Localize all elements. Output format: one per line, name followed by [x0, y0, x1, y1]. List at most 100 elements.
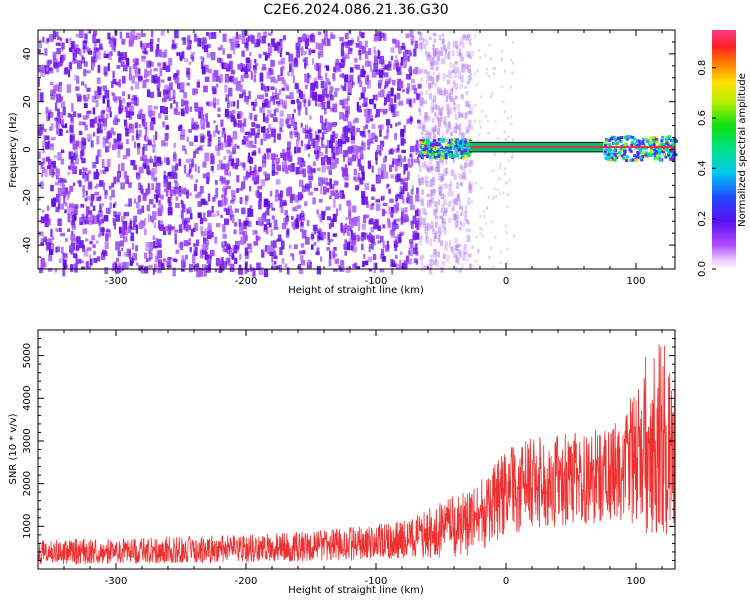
faint-noise-cell	[419, 199, 423, 204]
faint-noise-cell	[484, 114, 487, 118]
faint-noise-cell	[434, 201, 438, 207]
faint-noise-cell	[467, 103, 472, 108]
noise-cell	[399, 259, 402, 268]
noise-cell	[118, 142, 124, 146]
faint-noise-cell	[434, 104, 438, 111]
noise-cell	[64, 260, 67, 269]
x-tick-label: 0	[503, 276, 509, 287]
noise-cell	[394, 111, 400, 117]
carrier-cell	[421, 144, 425, 148]
noise-cell	[238, 218, 242, 227]
noise-cell	[127, 226, 132, 234]
carrier-cell	[607, 147, 611, 151]
faint-noise-cell	[461, 63, 465, 68]
faint-noise-cell	[437, 234, 441, 243]
noise-cell	[212, 97, 217, 106]
noise-cell	[407, 55, 410, 62]
noise-cell	[392, 263, 397, 268]
noise-cell	[316, 209, 319, 215]
noise-cell	[401, 42, 405, 48]
faint-noise-cell	[420, 97, 425, 105]
noise-cell	[391, 268, 394, 275]
carrier-cell	[603, 149, 607, 153]
noise-cell	[104, 242, 109, 250]
noise-cell	[396, 62, 400, 71]
noise-cell	[135, 172, 141, 179]
carrier-cell	[425, 140, 429, 144]
noise-cell	[270, 86, 275, 91]
noise-cell	[81, 137, 85, 143]
faint-noise-cell	[440, 46, 443, 52]
noise-cell	[308, 48, 312, 56]
noise-cell	[69, 151, 74, 160]
noise-cell	[300, 160, 306, 167]
noise-cell	[302, 127, 306, 134]
noise-cell	[62, 106, 66, 116]
noise-cell	[305, 106, 308, 116]
noise-cell	[183, 99, 188, 107]
noise-cell	[147, 105, 153, 113]
faint-noise-cell	[505, 138, 508, 142]
noise-cell	[108, 106, 112, 113]
noise-cell	[158, 259, 163, 268]
noise-cell	[321, 88, 325, 93]
noise-cell	[369, 218, 374, 225]
faint-noise-cell	[435, 259, 439, 267]
noise-cell	[71, 211, 76, 220]
faint-noise-cell	[453, 107, 456, 113]
carrier-cell	[633, 154, 637, 158]
noise-cell	[234, 222, 238, 227]
noise-cell	[409, 145, 415, 153]
noise-cell	[199, 145, 202, 149]
noise-cell	[388, 104, 393, 111]
faint-noise-cell	[460, 74, 464, 83]
faint-noise-cell	[437, 138, 442, 145]
noise-cell	[369, 118, 374, 122]
noise-cell	[175, 101, 179, 108]
noise-cell	[138, 75, 142, 82]
noise-cell	[141, 205, 145, 213]
faint-noise-cell	[506, 181, 509, 185]
faint-noise-cell	[432, 43, 435, 50]
faint-noise-cell	[479, 226, 482, 230]
noise-cell	[148, 249, 152, 255]
noise-cell	[302, 33, 306, 42]
noise-cell	[248, 220, 252, 227]
noise-cell	[386, 217, 390, 224]
faint-noise-cell	[455, 83, 458, 91]
noise-cell	[307, 153, 311, 158]
spectrogram-x-ticks: -300 -200 -100 0 100	[37, 30, 663, 287]
noise-cell	[121, 38, 126, 45]
noise-cell	[243, 118, 247, 127]
noise-cell	[267, 200, 270, 210]
noise-cell	[173, 73, 178, 78]
noise-cell	[141, 33, 146, 37]
noise-cell	[205, 113, 209, 123]
faint-noise-cell	[443, 194, 446, 198]
noise-cell	[281, 87, 285, 91]
noise-cell	[310, 168, 316, 173]
noise-cell	[379, 89, 385, 98]
noise-cell	[232, 146, 235, 150]
noise-cell	[69, 47, 74, 53]
noise-cell	[386, 240, 389, 250]
noise-cell	[308, 98, 311, 106]
noise-cell	[147, 110, 153, 117]
noise-cell	[257, 32, 261, 40]
faint-noise-cell	[438, 107, 443, 116]
noise-cell	[193, 150, 197, 158]
noise-cell	[270, 247, 275, 252]
carrier-cell	[660, 142, 664, 146]
noise-cell	[124, 106, 129, 112]
noise-cell	[227, 245, 231, 250]
noise-cell	[115, 215, 121, 222]
noise-cell	[234, 143, 237, 149]
noise-cell	[331, 123, 336, 127]
noise-cell	[254, 59, 257, 64]
noise-cell	[56, 93, 62, 103]
noise-cell	[334, 193, 340, 200]
noise-cell	[330, 34, 336, 39]
noise-cell	[254, 190, 258, 196]
faint-noise-cell	[505, 231, 508, 235]
colorbar-gradient	[712, 30, 736, 269]
